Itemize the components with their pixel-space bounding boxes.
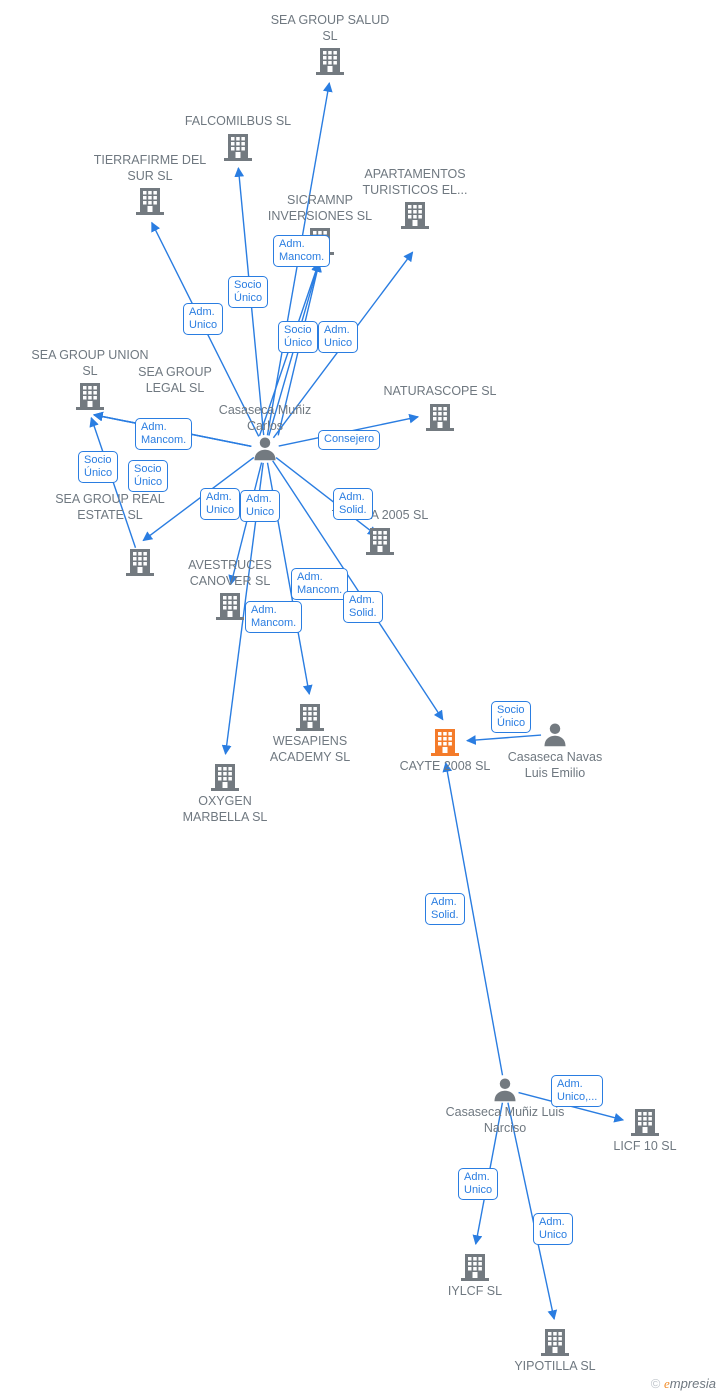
edge-label: SocioÚnico [228,276,268,308]
company-node-wesapiens[interactable]: WESAPIENS ACADEMY SL [250,700,370,765]
node-label: APARTAMENTOS TURISTICOS EL... [355,167,475,198]
node-label: FALCOMILBUS SL [178,114,298,130]
edge-label: Adm.Unico,... [551,1075,603,1107]
person-node-casaseca_narciso[interactable]: Casaseca Muñiz Luis Narciso [445,1075,565,1136]
company-node-apartamentos[interactable]: APARTAMENTOS TURISTICOS EL... [355,167,475,232]
node-label: OXYGEN MARBELLA SL [165,794,285,825]
edge-label: SocioÚnico [491,701,531,733]
node-label-detached: SEA GROUP REAL ESTATE SL [50,492,170,523]
edge-label: Adm.Unico [240,490,280,522]
company-node-sea_group_legal[interactable]: SEA GROUP LEGAL SL [120,365,230,396]
edge-label: SocioÚnico [128,460,168,492]
brand-rest: mpresia [670,1376,716,1391]
node-label: LICF 10 SL [585,1139,705,1155]
company-node-yipotilla[interactable]: YIPOTILLA SL [495,1325,615,1375]
edge-label: Adm.Solid. [425,893,465,925]
person-node-casaseca_carlos[interactable]: Casaseca Muñiz Carlos [205,403,325,464]
node-label: AVESTRUCES CANOVER SL [170,558,290,589]
company-node-licf[interactable]: LICF 10 SL [585,1105,705,1155]
edge-label: Adm.Unico [533,1213,573,1245]
node-label: SEA GROUP SALUD SL [270,13,390,44]
node-label: TIERRAFIRME DEL SUR SL [90,153,210,184]
node-label: Casaseca Muñiz Carlos [205,403,325,434]
company-node-cayte[interactable]: CAYTE 2008 SL [385,725,505,775]
edge-label: Adm.Mancom. [245,601,302,633]
copyright-symbol: © [651,1376,661,1391]
company-node-iylcf[interactable]: IYLCF SL [415,1250,535,1300]
node-label: CAYTE 2008 SL [385,759,505,775]
company-node-sea_group_salud[interactable]: SEA GROUP SALUD SL [270,13,390,78]
node-label: NATURASCOPE SL [380,384,500,400]
node-label: Casaseca Navas Luis Emilio [495,750,615,781]
node-label: Casaseca Muñiz Luis Narciso [445,1105,565,1136]
edge-label: Adm.Mancom. [291,568,348,600]
company-node-oxygen[interactable]: OXYGEN MARBELLA SL [165,760,285,825]
edge-label: Adm.Solid. [333,488,373,520]
node-label: SEA GROUP REAL ESTATE SL [50,492,170,523]
node-label: YIPOTILLA SL [495,1359,615,1375]
company-node-tierrafirme[interactable]: TIERRAFIRME DEL SUR SL [90,153,210,218]
edge-label: Adm.Unico [183,303,223,335]
edge-label: Consejero [318,430,380,450]
edge-label: Adm.Unico [200,488,240,520]
edge-label: SocioÚnico [78,451,118,483]
edge-label: Adm.Mancom. [135,418,192,450]
edge-label: Adm.Solid. [343,591,383,623]
edge-label: Adm.Unico [318,321,358,353]
node-label: IYLCF SL [415,1284,535,1300]
company-node-naturascope[interactable]: NATURASCOPE SL [380,384,500,434]
footer-copyright: © empresia [651,1376,716,1392]
node-label: SEA GROUP LEGAL SL [120,365,230,396]
edge-label: SocioÚnico [278,321,318,353]
edge-label: Adm.Unico [458,1168,498,1200]
edge-label: Adm.Mancom. [273,235,330,267]
